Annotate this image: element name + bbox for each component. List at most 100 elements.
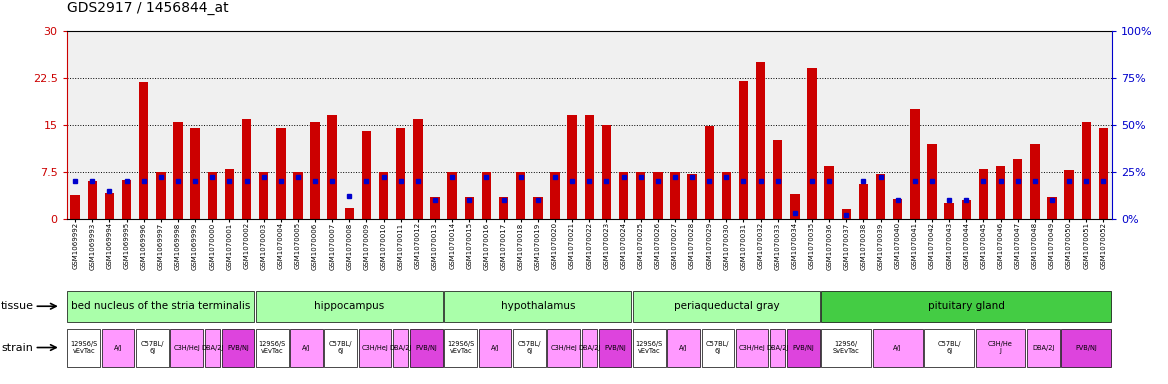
Text: A/J: A/J	[894, 344, 902, 351]
Bar	[105, 192, 114, 219]
Bar	[773, 141, 783, 219]
Bar	[653, 172, 662, 219]
Bar	[88, 181, 97, 219]
Bar	[550, 172, 559, 219]
Bar	[722, 172, 731, 219]
Text: hippocampus: hippocampus	[314, 301, 384, 311]
Bar	[173, 122, 182, 219]
Bar	[1048, 197, 1057, 219]
Bar	[633, 328, 666, 366]
Bar	[825, 166, 834, 219]
Text: C3H/HeJ: C3H/HeJ	[173, 344, 200, 351]
Bar	[791, 194, 800, 219]
Bar	[910, 109, 919, 219]
Bar	[1013, 159, 1022, 219]
Bar	[359, 328, 391, 366]
Text: A/J: A/J	[113, 344, 123, 351]
Text: A/J: A/J	[303, 344, 311, 351]
Bar	[481, 172, 492, 219]
Bar	[345, 208, 354, 219]
Bar	[224, 169, 234, 219]
Bar	[1064, 170, 1073, 219]
Bar	[68, 291, 255, 321]
Bar	[619, 172, 628, 219]
Bar	[479, 328, 512, 366]
Bar	[290, 328, 322, 366]
Bar	[996, 166, 1006, 219]
Bar	[1062, 328, 1111, 366]
Bar	[447, 172, 457, 219]
Bar	[394, 328, 409, 366]
Bar	[327, 115, 336, 219]
Bar	[548, 328, 579, 366]
Text: DBA/2J: DBA/2J	[390, 344, 412, 351]
Bar	[445, 291, 631, 321]
Bar	[499, 197, 508, 219]
Bar	[396, 128, 405, 219]
Text: bed nucleus of the stria terminalis: bed nucleus of the stria terminalis	[71, 301, 250, 311]
Text: hypothalamus: hypothalamus	[501, 301, 575, 311]
Bar	[157, 172, 166, 219]
Bar	[325, 328, 357, 366]
Bar	[362, 131, 371, 219]
Bar	[465, 197, 474, 219]
Bar	[894, 199, 903, 219]
Text: 129S6/
SvEvTac: 129S6/ SvEvTac	[833, 341, 860, 354]
Bar	[602, 125, 611, 219]
Bar	[171, 328, 203, 366]
Bar	[927, 144, 937, 219]
Bar	[259, 172, 269, 219]
Bar	[410, 328, 443, 366]
Text: 129S6/S
vEvTac: 129S6/S vEvTac	[258, 341, 286, 354]
Bar	[102, 328, 134, 366]
Text: DBA/2J: DBA/2J	[1033, 344, 1055, 351]
Bar	[1099, 128, 1108, 219]
Bar	[293, 172, 303, 219]
Bar	[858, 184, 868, 219]
Bar	[1027, 328, 1059, 366]
Bar	[702, 328, 734, 366]
Text: A/J: A/J	[491, 344, 499, 351]
Text: DBA/2J: DBA/2J	[766, 344, 788, 351]
Bar	[975, 328, 1026, 366]
Text: C57BL/
6J: C57BL/ 6J	[705, 341, 730, 354]
Bar	[222, 328, 255, 366]
Bar	[979, 169, 988, 219]
Text: C3H/HeJ: C3H/HeJ	[550, 344, 577, 351]
Bar	[256, 328, 288, 366]
Text: tissue: tissue	[1, 301, 34, 311]
Bar	[513, 328, 545, 366]
Bar	[68, 328, 100, 366]
Bar	[787, 328, 820, 366]
Text: C3H/HeJ: C3H/HeJ	[738, 344, 765, 351]
Text: GDS2917 / 1456844_at: GDS2917 / 1456844_at	[67, 2, 228, 15]
Bar	[139, 82, 148, 219]
Bar	[568, 115, 577, 219]
Text: C57BL/
6J: C57BL/ 6J	[938, 341, 961, 354]
Bar	[584, 115, 595, 219]
Bar	[924, 328, 974, 366]
Bar	[1082, 122, 1091, 219]
Bar	[670, 172, 680, 219]
Text: DBA/2J: DBA/2J	[578, 344, 600, 351]
Bar	[582, 328, 597, 366]
Bar	[378, 172, 388, 219]
Bar	[807, 68, 816, 219]
Text: 129S6/S
vEvTac: 129S6/S vEvTac	[635, 341, 663, 354]
Bar	[70, 195, 79, 219]
Text: DBA/2J: DBA/2J	[201, 344, 223, 351]
Bar	[961, 200, 971, 219]
Text: C57BL/
6J: C57BL/ 6J	[329, 341, 353, 354]
Bar	[190, 128, 200, 219]
Text: A/J: A/J	[680, 344, 688, 351]
Text: C3H/He
J: C3H/He J	[988, 341, 1013, 354]
Bar	[121, 180, 131, 219]
Bar	[445, 328, 477, 366]
Bar	[204, 328, 220, 366]
Bar	[430, 197, 439, 219]
Text: strain: strain	[1, 343, 33, 353]
Bar	[633, 291, 820, 321]
Bar	[945, 203, 954, 219]
Text: C57BL/
6J: C57BL/ 6J	[517, 341, 541, 354]
Bar	[208, 172, 217, 219]
